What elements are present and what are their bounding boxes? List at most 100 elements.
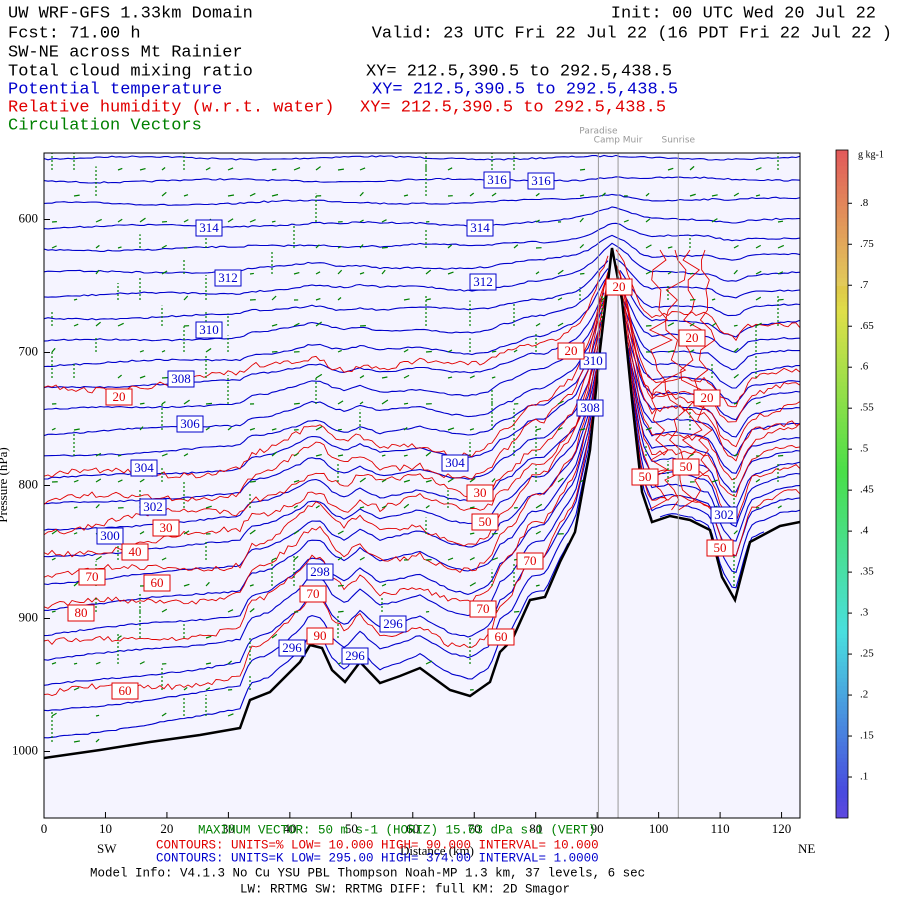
colorbar-cell (836, 574, 848, 578)
colorbar-cell (836, 462, 848, 466)
colorbar-cell (836, 578, 848, 582)
contour-line (44, 275, 800, 368)
circulation-vector (689, 349, 695, 353)
colorbar-cell (836, 758, 848, 762)
circulation-vector (777, 220, 784, 223)
colorbar-cell (836, 322, 848, 326)
colorbar-cell (836, 746, 848, 750)
colorbar-cell (836, 466, 848, 470)
contour-label: 30 (474, 485, 487, 500)
circulation-vector (73, 428, 80, 431)
circulation-vector (51, 610, 56, 613)
circulation-vector (95, 555, 102, 561)
contour-label: 310 (583, 353, 603, 368)
contour-label-box (278, 639, 306, 657)
contour-label: 316 (487, 172, 507, 187)
colorbar-cell (836, 482, 848, 486)
circulation-vector (777, 298, 784, 301)
field-name: Potential temperature (8, 80, 222, 99)
circulation-vector (447, 557, 454, 561)
circulation-vector (337, 269, 343, 275)
circulation-vector (667, 350, 675, 353)
circulation-vector (403, 503, 410, 509)
circulation-vector (469, 192, 475, 197)
colorbar-cell (836, 390, 848, 394)
colorbar-tick-label: .75 (860, 238, 874, 250)
circulation-vector (425, 479, 432, 483)
contour-label: 300 (100, 528, 120, 543)
colorbar-cell (836, 170, 848, 174)
circulation-vector (183, 219, 189, 223)
colorbar-cell (836, 614, 848, 618)
colorbar-cell (836, 678, 848, 682)
contour-label-box (527, 172, 555, 190)
colorbar-cell (836, 738, 848, 742)
colorbar-cell (836, 334, 848, 338)
circulation-vector (425, 298, 431, 301)
circulation-vector (293, 271, 300, 275)
colorbar-cell (836, 370, 848, 374)
circulation-vector (491, 532, 498, 535)
y-axis-label: Pressure (hPa) (0, 447, 10, 522)
contour-label: 70 (477, 601, 490, 616)
circulation-vector (161, 350, 166, 353)
circulation-vector (491, 557, 499, 561)
circulation-vector (205, 662, 212, 665)
circulation-vector (579, 194, 585, 197)
contour-label-box (143, 574, 171, 592)
colorbar-cell (836, 618, 848, 622)
circulation-vector (645, 427, 652, 431)
contour-label-box (466, 219, 494, 237)
colorbar-cell (836, 218, 848, 222)
circulation-vector (469, 428, 475, 431)
colorbar-cell (836, 766, 848, 770)
contour-label-box (139, 498, 167, 516)
colorbar-cell (836, 418, 848, 422)
colorbar-cell (836, 354, 848, 358)
circulation-vector (381, 454, 386, 457)
colorbar-cell (836, 582, 848, 586)
contour-label: 20 (565, 343, 578, 358)
vector-info: MAXIMUM VECTOR: 50 m s-1 (HORIZ) 15.63 d… (198, 823, 596, 837)
colorbar-cell (836, 782, 848, 786)
colorbar-tick-label: .45 (860, 484, 874, 496)
circulation-vector (73, 298, 78, 301)
colorbar-cell (836, 342, 848, 346)
colorbar-cell (836, 478, 848, 482)
colorbar-cell (836, 566, 848, 570)
circulation-vector (271, 557, 277, 561)
contour-label: 20 (701, 390, 714, 405)
circulation-vector (227, 218, 234, 223)
circulation-vector (667, 322, 675, 327)
contour-label-box (487, 628, 515, 646)
circulation-vector (73, 662, 78, 665)
circulation-vector (513, 610, 520, 613)
circulation-vector (271, 295, 277, 301)
circulation-vector (513, 244, 519, 249)
contour-label-box (78, 568, 106, 586)
circulation-vector (205, 581, 210, 587)
rh-contour-info: CONTOURS: UNITS=% LOW= 10.000 HIGH= 90.0… (156, 838, 599, 852)
colorbar-cell (836, 182, 848, 186)
circulation-vector (95, 738, 100, 743)
circulation-vector (359, 191, 364, 197)
theta-contour-info: CONTOURS: UNITS=K LOW= 295.00 HIGH= 374.… (156, 851, 599, 865)
colorbar-cell (836, 710, 848, 714)
contour-label-box (379, 615, 407, 633)
colorbar-cell (836, 718, 848, 722)
x-tick-label: 90 (591, 821, 604, 836)
colorbar-cell (836, 318, 848, 322)
contour-label-box (441, 454, 469, 472)
circulation-vector (381, 399, 389, 405)
circulation-vector (689, 272, 694, 275)
colorbar-cell (836, 510, 848, 514)
colorbar-cell (836, 502, 848, 506)
colorbar-cell (836, 410, 848, 414)
contour-label-box (469, 600, 497, 618)
colorbar-tick-label: .55 (860, 402, 874, 414)
colorbar-cell (836, 598, 848, 602)
circulation-vector (227, 713, 234, 717)
circulation-vector (117, 322, 124, 327)
circulation-vector (689, 165, 695, 171)
colorbar-cell (836, 646, 848, 650)
